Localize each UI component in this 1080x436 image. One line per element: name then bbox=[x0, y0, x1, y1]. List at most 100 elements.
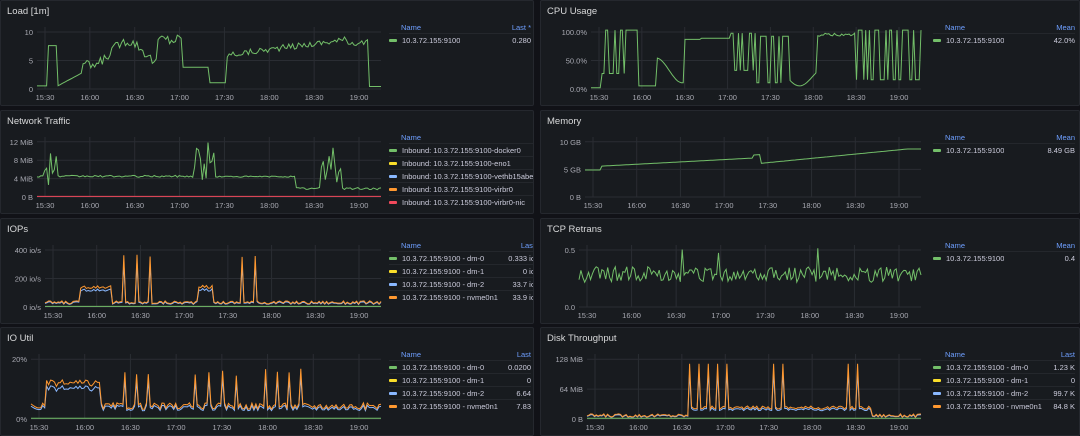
legend-name-header[interactable]: Name bbox=[401, 241, 422, 250]
graph-ioutil[interactable]: 0% 20% 15:30 16:00 16:30 17:00 17:30 18:00 18:30… bbox=[1, 348, 385, 435]
panel-iops[interactable]: IOPs 0 io/s 200 io/s 400 io/s 15:30 16:00 16:3… bbox=[0, 218, 534, 324]
legend-row[interactable]: Inbound: 10.3.72.155:9100-eno1 bbox=[389, 156, 533, 170]
legend-row[interactable]: 10.3.72.155:9100 - nvme0n1 33.9 io bbox=[389, 290, 533, 304]
y-tick-label: 8 MiB bbox=[14, 156, 33, 165]
legend-series-name: 10.3.72.155:9100 - dm-0 bbox=[946, 363, 1029, 372]
series-color-swatch bbox=[389, 149, 397, 152]
panel-title[interactable]: Memory bbox=[547, 116, 582, 127]
panel-mem[interactable]: Memory 0 B 5 GB 10 GB 15:30 16:00 16:30 17:00 17… bbox=[540, 110, 1080, 214]
x-tick-label: 17:00 bbox=[716, 423, 735, 432]
legend: Name Last * 10.3.72.155:9100 0.280 bbox=[389, 23, 531, 103]
panel-ioutil[interactable]: IO Util 0% 20% 15:30 16:00 16:30 17:00 17:30 18:… bbox=[0, 327, 534, 436]
legend-series-name: 10.3.72.155:9100 - dm-0 bbox=[402, 254, 485, 263]
legend-name-header[interactable]: Name bbox=[945, 133, 966, 142]
legend-series-name: Inbound: 10.3.72.155:9100-eno1 bbox=[402, 159, 511, 168]
x-tick-label: 16:30 bbox=[671, 201, 690, 210]
y-tick-label: 200 io/s bbox=[15, 274, 42, 283]
legend-row[interactable]: 10.3.72.155:9100 42.0% bbox=[933, 33, 1075, 47]
series-color-swatch bbox=[389, 39, 397, 42]
x-tick-label: 15:30 bbox=[36, 93, 55, 102]
panel-disk[interactable]: Disk Throughput 0 B 64 MiB 128 MiB 15:30 16:0… bbox=[540, 327, 1080, 436]
y-tick-label: 400 io/s bbox=[15, 246, 42, 255]
legend-row[interactable]: 10.3.72.155:9100 - dm-2 6.64 bbox=[389, 386, 531, 400]
legend-row[interactable]: 10.3.72.155:9100 - dm-2 99.7 K bbox=[933, 386, 1075, 400]
legend-row[interactable]: 10.3.72.155:9100 0.280 bbox=[389, 33, 531, 47]
legend-value-header[interactable]: Last bbox=[520, 241, 534, 250]
panel-tcp[interactable]: TCP Retrans 0.0 0.5 15:30 16:00 16:30 17:00 17:… bbox=[540, 218, 1080, 324]
graph-mem[interactable]: 0 B 5 GB 10 GB 15:30 16:00 16:30 17:00 17:30 18:… bbox=[541, 131, 925, 213]
x-tick-label: 15:30 bbox=[36, 201, 55, 210]
x-tick-label: 18:30 bbox=[305, 93, 324, 102]
legend-name-header[interactable]: Name bbox=[945, 241, 966, 250]
x-tick-label: 18:00 bbox=[260, 93, 279, 102]
series-color-swatch bbox=[389, 366, 397, 369]
panel-title[interactable]: Disk Throughput bbox=[547, 333, 617, 344]
series-line bbox=[30, 376, 382, 413]
graph-tcp[interactable]: 0.0 0.5 15:30 16:00 16:30 17:00 17:30 18:00 18:3… bbox=[541, 239, 925, 323]
x-tick-label: 16:00 bbox=[80, 201, 99, 210]
x-tick-label: 18:30 bbox=[845, 311, 864, 320]
legend-row[interactable]: 10.3.72.155:9100 - dm-1 0 bbox=[389, 373, 531, 387]
x-tick-label: 19:00 bbox=[890, 201, 909, 210]
legend-name-header[interactable]: Name bbox=[401, 350, 422, 359]
legend-series-name: Inbound: 10.3.72.155:9100-docker0 bbox=[402, 146, 521, 155]
graph-iops[interactable]: 0 io/s 200 io/s 400 io/s 15:30 16:00 16:30 17:… bbox=[1, 239, 385, 323]
graph-load[interactable]: 0 5 10 15:30 16:00 16:30 17:00 17:30 18:00 18:30 1… bbox=[1, 21, 385, 105]
legend-row[interactable]: 10.3.72.155:9100 8.49 GB bbox=[933, 143, 1075, 157]
series-color-swatch bbox=[933, 392, 941, 395]
legend-series-value: 6.64 bbox=[516, 389, 531, 398]
legend-row[interactable]: Inbound: 10.3.72.155:9100-virbr0-nic bbox=[389, 195, 533, 209]
panel-title[interactable]: CPU Usage bbox=[547, 6, 598, 17]
panel-title[interactable]: Load [1m] bbox=[7, 6, 50, 17]
panel-title[interactable]: TCP Retrans bbox=[547, 224, 602, 235]
legend-row[interactable]: Inbound: 10.3.72.155:9100-vethb15abe bbox=[389, 169, 533, 183]
legend-value-header[interactable]: Mean bbox=[1056, 23, 1075, 32]
panel-cpu[interactable]: CPU Usage 0.0% 50.0% 100.0% 15:30 16:00 16:30 1… bbox=[540, 0, 1080, 106]
series-color-swatch bbox=[933, 149, 941, 152]
legend-value-header[interactable]: Mean bbox=[1056, 241, 1075, 250]
legend-row[interactable]: 10.3.72.155:9100 0.4 bbox=[933, 251, 1075, 265]
legend-row[interactable]: 10.3.72.155:9100 - dm-1 0 io bbox=[389, 264, 533, 278]
series-line bbox=[30, 368, 382, 411]
graph-cpu[interactable]: 0.0% 50.0% 100.0% 15:30 16:00 16:30 17:00 17:30… bbox=[541, 21, 925, 105]
series-line bbox=[586, 363, 922, 418]
panel-title[interactable]: IOPs bbox=[7, 224, 29, 235]
legend-row[interactable]: 10.3.72.155:9100 - dm-1 0 bbox=[933, 373, 1075, 387]
legend-series-value: 8.49 GB bbox=[1047, 146, 1075, 155]
graph-disk[interactable]: 0 B 64 MiB 128 MiB 15:30 16:00 16:30 17:00 17:3… bbox=[541, 348, 925, 435]
legend-value-header[interactable]: Last bbox=[516, 350, 531, 359]
panel-title[interactable]: IO Util bbox=[7, 333, 34, 344]
x-tick-label: 18:30 bbox=[304, 423, 323, 432]
y-tick-label: 100.0% bbox=[562, 28, 588, 37]
panel-title[interactable]: Network Traffic bbox=[7, 116, 71, 127]
x-tick-label: 17:30 bbox=[761, 93, 780, 102]
legend-row[interactable]: 10.3.72.155:9100 - dm-0 0.333 io bbox=[389, 251, 533, 265]
x-tick-label: 18:30 bbox=[847, 93, 866, 102]
legend-value-header[interactable]: Mean bbox=[1056, 133, 1075, 142]
legend-row[interactable]: 10.3.72.155:9100 - nvme0n1 7.83 bbox=[389, 399, 531, 413]
legend-name-header[interactable]: Name bbox=[945, 350, 966, 359]
series-color-swatch bbox=[933, 366, 941, 369]
legend-row[interactable]: Inbound: 10.3.72.155:9100-docker0 bbox=[389, 143, 533, 157]
legend-row[interactable]: Inbound: 10.3.72.155:9100-virbr0 bbox=[389, 182, 533, 196]
legend-value-header[interactable]: Last bbox=[1060, 350, 1075, 359]
legend-value-header[interactable]: Last * bbox=[511, 23, 531, 32]
x-tick-label: 17:00 bbox=[175, 311, 194, 320]
panel-load[interactable]: Load [1m] 0 5 10 15:30 16:00 16:30 17:00 17:30 18… bbox=[0, 0, 534, 106]
legend-name-header[interactable]: Name bbox=[945, 23, 966, 32]
series-color-swatch bbox=[389, 257, 397, 260]
y-tick-label: 12 MiB bbox=[10, 138, 33, 147]
legend-series-name: 10.3.72.155:9100 - dm-2 bbox=[946, 389, 1029, 398]
legend-name-header[interactable]: Name bbox=[401, 23, 422, 32]
legend-row[interactable]: 10.3.72.155:9100 - dm-0 0.0200 bbox=[389, 360, 531, 374]
panel-net[interactable]: Network Traffic 0 B 4 MiB 8 MiB 12 MiB 15:30 1… bbox=[0, 110, 534, 214]
series-color-swatch bbox=[933, 257, 941, 260]
graph-net[interactable]: 0 B 4 MiB 8 MiB 12 MiB 15:30 16:00 16:30 17:00 1… bbox=[1, 131, 385, 213]
legend-name-header[interactable]: Name bbox=[401, 133, 422, 142]
y-tick-label: 10 GB bbox=[560, 138, 581, 147]
legend-row[interactable]: 10.3.72.155:9100 - nvme0n1 84.8 K bbox=[933, 399, 1075, 413]
legend-row[interactable]: 10.3.72.155:9100 - dm-2 33.7 io bbox=[389, 277, 533, 291]
x-tick-label: 15:30 bbox=[584, 201, 603, 210]
legend-row[interactable]: 10.3.72.155:9100 - dm-0 1.23 K bbox=[933, 360, 1075, 374]
x-tick-label: 19:00 bbox=[350, 201, 369, 210]
